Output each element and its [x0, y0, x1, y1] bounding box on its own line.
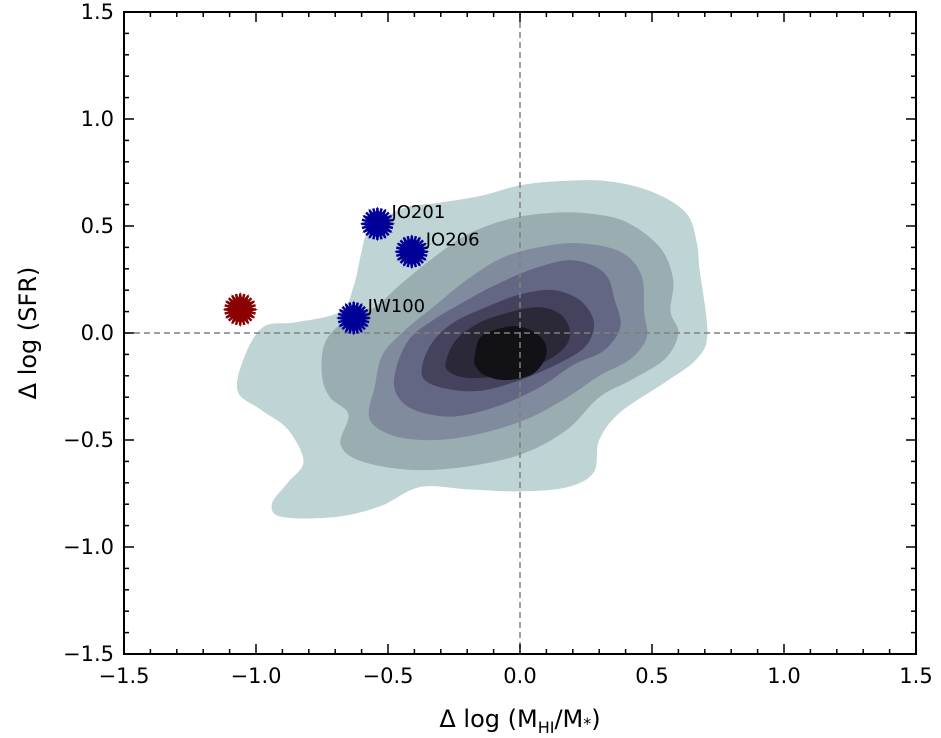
y-tick-label: 0.0 [81, 321, 114, 345]
point-label-jw100: JW100 [367, 296, 425, 317]
x-axis-label: Δ log (MHI/M*) [439, 705, 600, 737]
y-tick-label: 1.5 [81, 0, 114, 24]
point-jo206: JO206 [394, 230, 480, 270]
x-tick-label: 1.0 [767, 664, 800, 688]
reference-lines [124, 12, 916, 654]
x-tick-label: 1.5 [899, 664, 932, 688]
x-tick-label: 0.0 [503, 664, 536, 688]
x-tick-label: −1.5 [99, 664, 150, 688]
point-jo201: JO201 [359, 202, 445, 242]
y-axis-label: Δ log (SFR) [14, 267, 42, 400]
y-tick-label: −1.5 [63, 642, 114, 666]
contour-level-7 [474, 326, 547, 381]
x-tick-label: −1.0 [231, 664, 282, 688]
kde-contours [236, 180, 708, 519]
scatter-points: JO201 JO206 JW100 [222, 202, 480, 336]
point-red-star [222, 291, 258, 328]
point-label-jo201: JO201 [390, 202, 445, 223]
y-tick-label: −1.0 [63, 535, 114, 559]
y-tick-label: 1.0 [81, 107, 114, 131]
plot-frame [123, 11, 917, 655]
x-tick-labels: −1.5 −1.0 −0.5 0.0 0.5 1.0 1.5 [99, 664, 933, 688]
x-tick-label: −0.5 [363, 664, 414, 688]
y-tick-label: 0.5 [81, 214, 114, 238]
point-label-jo206: JO206 [425, 230, 480, 251]
y-tick-label: −0.5 [63, 428, 114, 452]
x-tick-label: 0.5 [635, 664, 668, 688]
y-tick-labels: −1.5 −1.0 −0.5 0.0 0.5 1.0 1.5 [63, 0, 114, 666]
point-jw100: JW100 [336, 296, 425, 336]
